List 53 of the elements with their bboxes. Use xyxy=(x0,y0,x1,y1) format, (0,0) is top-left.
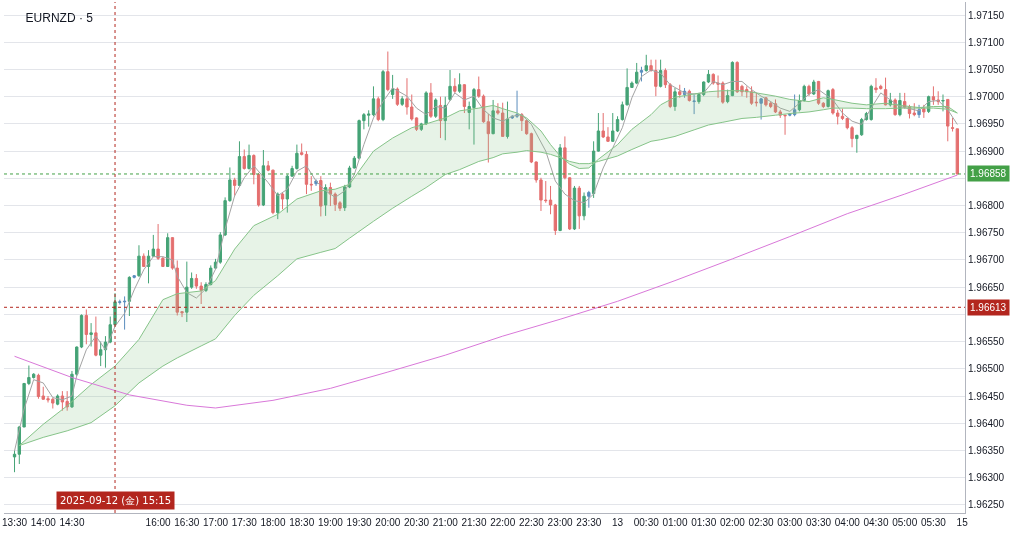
x-tick-label: 13:30 xyxy=(2,517,28,528)
x-tick-label: 18:00 xyxy=(260,517,286,528)
x-tick-label: 04:00 xyxy=(834,517,861,528)
x-tick-label: 14:00 xyxy=(30,517,57,528)
x-tick-label: 04:30 xyxy=(863,517,889,528)
y-tick-label: 1.96950 xyxy=(968,118,1005,130)
x-tick-label: 20:00 xyxy=(375,517,401,528)
y-tick-label: 1.96300 xyxy=(968,472,1005,484)
y-tick-label: 1.96250 xyxy=(968,499,1005,511)
x-tick-label: 22:00 xyxy=(490,517,516,528)
y-tick-label: 1.96750 xyxy=(968,227,1005,239)
x-tick-label: 14:30 xyxy=(59,517,85,528)
x-tick-label: 21:30 xyxy=(461,517,487,528)
y-tick-label: 1.97100 xyxy=(968,36,1005,48)
x-tick-label: 18:30 xyxy=(289,517,315,528)
x-tick-label: 19:00 xyxy=(317,517,344,528)
x-tick-label: 17:00 xyxy=(203,517,229,528)
y-tick-label: 1.97150 xyxy=(968,9,1005,21)
y-tick-label: 1.96450 xyxy=(968,390,1005,402)
x-tick-label: 05:00 xyxy=(892,517,918,528)
ref-line-label: 1.96613 xyxy=(970,302,1007,313)
x-tick-label: 22:30 xyxy=(518,517,545,528)
x-tick-label: 23:00 xyxy=(547,517,574,528)
x-tick-label: 13 xyxy=(611,517,624,528)
x-tick-label: 01:00 xyxy=(662,517,688,528)
ref-line-label: 1.96858 xyxy=(970,168,1007,179)
y-tick-label: 1.96400 xyxy=(968,417,1005,429)
y-tick-label: 1.96550 xyxy=(968,336,1005,348)
x-tick-label: 21:00 xyxy=(432,517,459,528)
x-tick-label: 23:30 xyxy=(576,517,602,528)
x-tick-label: 05:30 xyxy=(920,517,947,528)
y-tick-label: 1.97000 xyxy=(968,91,1005,103)
y-tick-label: 1.96800 xyxy=(968,200,1005,212)
x-tick-label: 17:30 xyxy=(231,517,258,528)
x-tick-label: 19:30 xyxy=(346,517,373,528)
x-tick-label: 00:30 xyxy=(633,517,660,528)
ref-line-label: 2025-09-12 (金) 15:15 xyxy=(60,495,172,506)
y-tick-label: 1.96500 xyxy=(968,363,1005,375)
y-tick-label: 1.96700 xyxy=(968,254,1005,266)
x-tick-label: 16:00 xyxy=(145,517,172,528)
text: EURNZD · 5 xyxy=(25,10,94,25)
x-tick-label: 16:30 xyxy=(174,517,200,528)
x-tick-label: 01:30 xyxy=(691,517,717,528)
y-tick-label: 1.96350 xyxy=(968,444,1005,456)
y-tick-label: 1.96650 xyxy=(968,281,1005,293)
x-tick-label: 03:00 xyxy=(777,517,803,528)
x-tick-label: 15 xyxy=(956,517,969,528)
y-tick-label: 1.97050 xyxy=(968,63,1005,75)
y-tick-label: 1.96900 xyxy=(968,145,1005,157)
x-tick-label: 02:30 xyxy=(748,517,775,528)
x-tick-label: 03:30 xyxy=(806,517,832,528)
x-tick-label: 02:00 xyxy=(719,517,746,528)
x-tick-label: 20:30 xyxy=(404,517,430,528)
